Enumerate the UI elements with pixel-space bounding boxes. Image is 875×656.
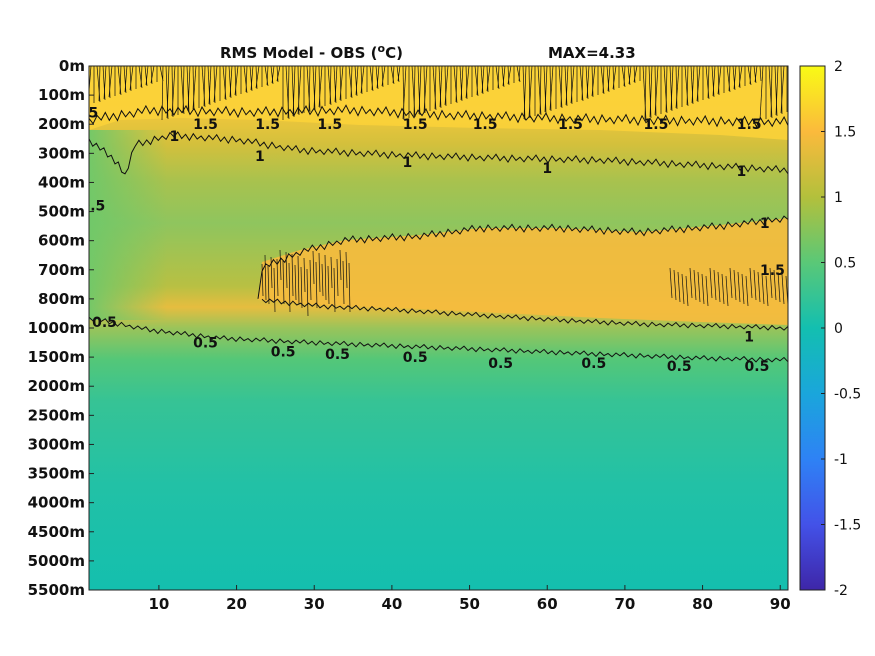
contour-label: 1.5 [644, 117, 669, 133]
contour-label: 0.5 [271, 344, 296, 360]
x-tick-label: 80 [692, 595, 713, 613]
contour-noise [89, 66, 788, 317]
contour-label: 0.5 [667, 359, 692, 375]
contour-label: 1.5 [760, 263, 785, 279]
title-unit-superscript: o [378, 42, 386, 55]
colorbar-tick-label: 1 [834, 190, 843, 206]
heatmap-warm-tongue [258, 218, 788, 325]
contour-label: 1.5 [403, 117, 428, 133]
contour-label: 1.5 [73, 106, 98, 122]
x-tick-label: 40 [381, 595, 402, 613]
contour-label: 1 [170, 129, 180, 145]
contour-label: 0.5 [80, 199, 105, 215]
y-tick-label: 4500m [28, 523, 85, 541]
y-tick-label: 600m [38, 232, 85, 250]
colorbar: 2 1.5 1 0.5 0 -0.5 -1 -1.5 -2 [799, 59, 861, 599]
x-axis: 10 20 30 40 50 60 70 80 90 [148, 585, 791, 613]
x-tick-label: 20 [226, 595, 247, 613]
y-tick-label: 400m [38, 173, 85, 191]
y-tick-label: 4000m [28, 494, 85, 512]
chart-title: RMS Model - OBS (oC) [220, 42, 403, 62]
x-tick-label: 10 [148, 595, 169, 613]
contour-lines [89, 104, 788, 363]
colorbar-tick-label: -2 [834, 583, 848, 599]
y-tick-label: 0m [59, 57, 85, 75]
y-tick-label: 200m [38, 115, 85, 133]
contour-line-1-tongue-bottom [261, 298, 788, 331]
contour-label: 0.5 [488, 356, 513, 372]
contour-line-1-tongue-top [257, 215, 788, 299]
x-tick-label: 50 [459, 595, 480, 613]
y-tick-label: 300m [38, 144, 85, 162]
x-tick-label: 60 [537, 595, 558, 613]
y-tick-label: 1500m [28, 348, 85, 366]
contour-label: 0.5 [325, 347, 350, 363]
contour-label: 1 [403, 155, 413, 171]
contour-label: 0.5 [745, 359, 770, 375]
colorbar-tick-label: -1 [834, 452, 848, 468]
y-tick-label: 3000m [28, 435, 85, 453]
colorbar-tick-label: -0.5 [834, 387, 861, 403]
contour-label: 1 [542, 161, 552, 177]
contour-line-0-5 [89, 316, 788, 363]
contour-line-1-5 [89, 104, 788, 128]
colorbar-tick-label: 0 [834, 321, 843, 337]
contour-label: 1 [760, 216, 770, 232]
colorbar-tick-label: -1.5 [834, 518, 861, 534]
contour-labels: 1.5 1.5 1.5 1.5 1.5 1.5 1.5 1.5 1 1 1 1 1 1 1 0.5 0.5 0.5… [73, 106, 785, 375]
colorbar-tick-label: 1.5 [834, 125, 856, 141]
y-tick-label: 700m [38, 261, 85, 279]
y-tick-label: 5000m [28, 552, 85, 570]
contour-label: 0.5 [92, 315, 117, 331]
plot-area: 1.5 1.5 1.5 1.5 1.5 1.5 1.5 1.5 1 1 1 1 1 1 1 0.5 0.5 0.5… [73, 66, 788, 590]
contour-label: 1.5 [473, 117, 498, 133]
contour-line-1-upper [89, 131, 788, 175]
contour-label: 0.5 [403, 350, 428, 366]
x-tick-label: 30 [304, 595, 325, 613]
y-tick-label: 500m [38, 203, 85, 221]
contour-label: 0.5 [193, 336, 218, 352]
max-label: MAX=4.33 [548, 44, 636, 62]
colorbar-tick-label: 0.5 [834, 256, 856, 272]
colorbar-tick-label: 2 [834, 59, 843, 75]
contour-label: 0.5 [581, 356, 606, 372]
x-tick-label: 70 [614, 595, 635, 613]
y-tick-label: 1000m [28, 319, 85, 337]
contour-label: 1 [744, 330, 754, 346]
y-tick-label: 800m [38, 290, 85, 308]
contour-label: 1 [737, 164, 747, 180]
y-tick-label: 5500m [28, 581, 85, 599]
colorbar-ticks: 2 1.5 1 0.5 0 -0.5 -1 -1.5 -2 [821, 59, 861, 599]
y-tick-label: 2500m [28, 406, 85, 424]
contour-label: 1.5 [737, 117, 762, 133]
x-tick-label: 90 [770, 595, 791, 613]
y-axis: 0m 100m 200m 300m 400m 500m 600m 700m 800m 1000m 1… [28, 57, 94, 599]
y-tick-label: 2000m [28, 377, 85, 395]
contour-label: 1.5 [317, 117, 342, 133]
contour-label: 1.5 [255, 117, 280, 133]
contour-label: 1.5 [193, 117, 218, 133]
contour-label: 1 [255, 149, 265, 165]
y-tick-label: 100m [38, 86, 85, 104]
y-tick-label: 3500m [28, 465, 85, 483]
contour-label: 1.5 [558, 117, 583, 133]
